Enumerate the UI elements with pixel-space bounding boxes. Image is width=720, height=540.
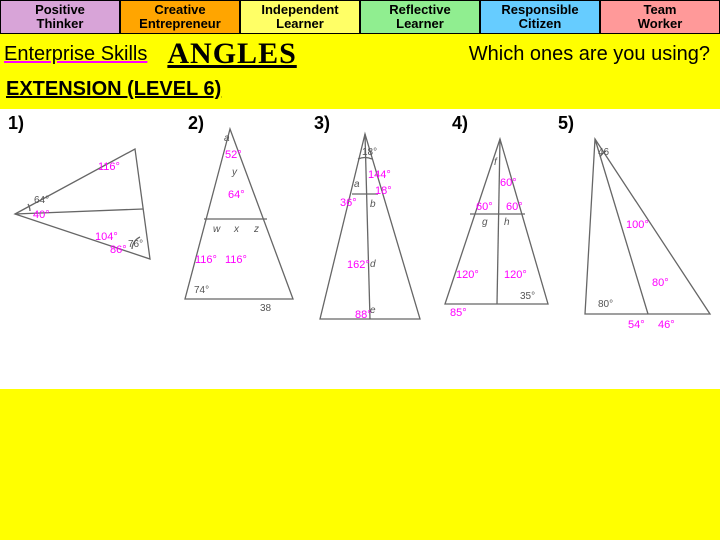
small-p2-a: a xyxy=(224,133,230,144)
small-p2-w: w xyxy=(213,224,220,235)
small-p1-64: 64° xyxy=(34,195,49,206)
tab-team-worker: TeamWorker xyxy=(600,0,720,34)
ann-p4-60a: 60° xyxy=(500,177,517,189)
small-p4-h: h xyxy=(504,217,510,228)
ann-p4-120b: 120° xyxy=(504,269,527,281)
ann-p1-86: 86° xyxy=(110,244,127,256)
small-p2-74: 74° xyxy=(194,285,209,296)
small-p2-z: z xyxy=(254,224,259,235)
small-p3-a: a xyxy=(354,179,360,190)
ann-p2-116a: 116° xyxy=(195,254,217,266)
ann-p5-100: 100° xyxy=(626,219,649,231)
tab-reflective-learner: ReflectiveLearner xyxy=(360,0,480,34)
ann-p4-120a: 120° xyxy=(456,269,479,281)
small-p2-38: 38 xyxy=(260,303,271,314)
figures-area: 1) 2) 3) 4) 5) xyxy=(0,109,720,389)
small-p5-80: 80° xyxy=(598,299,613,310)
ann-p4-60c: 60° xyxy=(506,201,523,213)
ann-p4-60b: 60° xyxy=(476,201,493,213)
ann-p5-46: 46° xyxy=(658,319,675,331)
ann-p1-40: 40° xyxy=(33,209,50,221)
ann-p3-162: 162° xyxy=(347,259,370,271)
small-p5-46: 46 xyxy=(598,147,609,158)
ann-p2-52: 52° xyxy=(225,149,242,161)
tab-responsible-citizen: ResponsibleCitizen xyxy=(480,0,600,34)
small-p4-35: 35° xyxy=(520,291,535,302)
ann-p4-85: 85° xyxy=(450,307,467,319)
small-p2-y: y xyxy=(232,167,237,178)
small-p3-e: e xyxy=(370,305,376,316)
triangles-svg xyxy=(0,109,720,389)
small-p3-b: b xyxy=(370,199,376,210)
enterprise-skills-label: Enterprise Skills xyxy=(4,43,147,66)
ann-p1-116: 116° xyxy=(98,161,120,173)
small-p4-g: g xyxy=(482,217,488,228)
small-p4-f: f xyxy=(494,157,497,168)
extension-label: EXTENSION (LEVEL 6) xyxy=(0,74,720,109)
tab-label: PositiveThinker xyxy=(35,3,85,32)
ann-p3-36: 36° xyxy=(340,197,357,209)
small-p3-d: d xyxy=(370,259,376,270)
ann-p3-18: 18° xyxy=(375,185,392,197)
tab-label: ReflectiveLearner xyxy=(389,3,450,32)
skills-tabs: PositiveThinker CreativeEntrepreneur Ind… xyxy=(0,0,720,34)
tab-label: IndependentLearner xyxy=(261,3,338,32)
tab-positive-thinker: PositiveThinker xyxy=(0,0,120,34)
small-p1-76: 76° xyxy=(128,239,143,250)
tab-label: ResponsibleCitizen xyxy=(501,3,578,32)
tab-creative-entrepreneur: CreativeEntrepreneur xyxy=(120,0,240,34)
small-p3-18: 18° xyxy=(362,147,377,158)
ann-p5-80: 80° xyxy=(652,277,669,289)
tab-label: CreativeEntrepreneur xyxy=(139,3,221,32)
ann-p5-54: 54° xyxy=(628,319,645,331)
which-ones-text: Which ones are you using? xyxy=(469,43,716,65)
tab-label: TeamWorker xyxy=(638,3,683,32)
title-row: Enterprise Skills ANGLES Which ones are … xyxy=(0,34,720,74)
ann-p1-104: 104° xyxy=(95,231,118,243)
small-p2-x: x xyxy=(234,224,239,235)
ann-p2-116b: 116° xyxy=(225,254,247,266)
angles-title: ANGLES xyxy=(167,37,296,71)
tab-independent-learner: IndependentLearner xyxy=(240,0,360,34)
ann-p2-64: 64° xyxy=(228,189,245,201)
ann-p3-144: 144° xyxy=(368,169,391,181)
